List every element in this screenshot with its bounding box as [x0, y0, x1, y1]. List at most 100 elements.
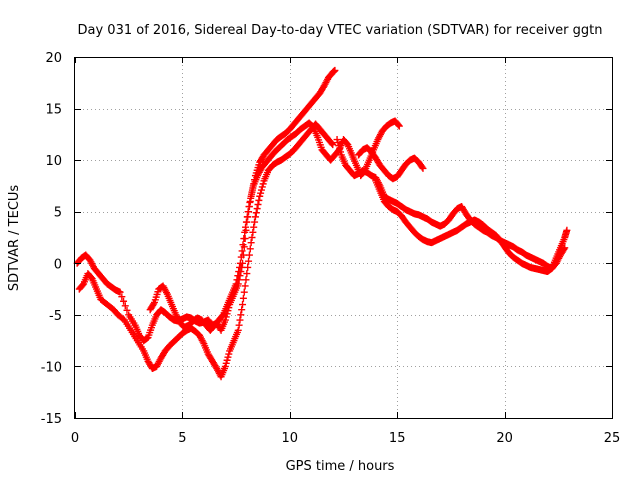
data-point: [250, 223, 258, 231]
data-point: [251, 218, 259, 226]
data-point: [246, 245, 254, 253]
x-axis-label: GPS time / hours: [286, 459, 395, 474]
data-point: [244, 263, 252, 271]
chart-title: Day 031 of 2016, Sidereal Day-to-day VTE…: [78, 23, 603, 38]
data-point: [257, 189, 265, 197]
data-point: [418, 163, 426, 171]
data-point: [242, 276, 250, 284]
data-point: [237, 253, 245, 261]
data-point: [236, 316, 244, 324]
data-point: [419, 164, 427, 172]
data-point: [238, 306, 246, 314]
data-point: [225, 350, 233, 358]
x-tick-label: 5: [178, 431, 186, 446]
data-point: [221, 316, 229, 324]
data-point: [328, 140, 336, 148]
data-point: [561, 244, 569, 252]
data-point: [395, 122, 403, 130]
y-axis-label: SDTVAR / TECUs: [7, 185, 22, 292]
data-point: [239, 301, 247, 309]
data-point: [120, 297, 128, 305]
data-point: [222, 359, 230, 367]
data-point: [236, 263, 244, 271]
data-point: [240, 288, 248, 296]
data-point: [238, 247, 246, 255]
data-point: [241, 282, 249, 290]
data-point: [223, 356, 231, 364]
data-point: [150, 300, 158, 308]
y-tick-label: 5: [54, 206, 62, 221]
data-point: [224, 353, 232, 361]
data-point: [248, 186, 256, 194]
data-point: [560, 245, 568, 253]
y-tick-label: 0: [54, 257, 62, 272]
data-point: [239, 241, 247, 249]
data-point: [241, 228, 249, 236]
data-point: [234, 326, 242, 334]
data-point: [254, 200, 262, 208]
data-point: [336, 145, 344, 153]
data-point: [118, 293, 126, 301]
x-tick-label: 10: [282, 431, 299, 446]
data-point: [123, 306, 131, 314]
x-tick-label: 20: [496, 431, 513, 446]
data-point: [258, 183, 266, 191]
data-point: [242, 218, 250, 226]
data-point: [221, 362, 229, 370]
series-track-a: [73, 66, 339, 345]
data-point: [243, 213, 251, 221]
data-point: [246, 198, 254, 206]
data-point: [247, 194, 255, 202]
data-point: [259, 180, 267, 188]
y-tick-label: 10: [45, 154, 62, 169]
x-tick-label: 25: [604, 431, 621, 446]
data-point: [245, 203, 253, 211]
axis-ticks: 0 5 10 15 20 25 -15 -10 -5 0 5 10 15 20: [41, 51, 621, 446]
data-point: [329, 141, 337, 149]
data-point: [248, 234, 256, 241]
data-point: [245, 251, 253, 259]
data-point: [394, 121, 402, 129]
data-point: [232, 280, 240, 288]
data-point: [245, 257, 253, 265]
data-point: [255, 196, 263, 204]
series-track-f: [355, 144, 427, 183]
data-point: [563, 226, 571, 234]
data-point: [335, 142, 343, 150]
series-track-b: [75, 120, 337, 381]
x-tick-label: 15: [389, 431, 406, 446]
data-point: [248, 190, 256, 198]
y-tick-label: 15: [45, 103, 62, 118]
data-point: [121, 302, 129, 310]
y-tick-label: 20: [45, 51, 62, 66]
data-point: [334, 139, 342, 147]
data-point: [252, 209, 260, 217]
data-point: [336, 148, 344, 156]
data-point: [257, 186, 265, 194]
x-tick-label: 0: [71, 431, 79, 446]
data-point: [244, 208, 252, 216]
data-point: [239, 294, 247, 302]
data-point: [247, 239, 255, 247]
y-tick-label: -10: [41, 360, 62, 375]
data-point: [253, 205, 261, 213]
plot-frame: [74, 57, 613, 419]
data-point: [243, 270, 251, 278]
data-point: [240, 235, 248, 243]
y-tick-label: -5: [49, 309, 62, 324]
data-points: [73, 66, 571, 381]
data-point: [249, 228, 257, 236]
data-point: [233, 276, 241, 284]
data-point: [236, 259, 244, 267]
data-point: [235, 268, 243, 276]
data-point: [234, 272, 242, 280]
data-point: [235, 321, 243, 329]
data-point: [256, 192, 264, 200]
data-point: [251, 213, 259, 221]
y-tick-label: -15: [41, 412, 62, 427]
data-point: [242, 223, 250, 231]
data-point: [331, 66, 339, 74]
data-point: [116, 288, 124, 296]
series-track-e: [372, 177, 569, 276]
